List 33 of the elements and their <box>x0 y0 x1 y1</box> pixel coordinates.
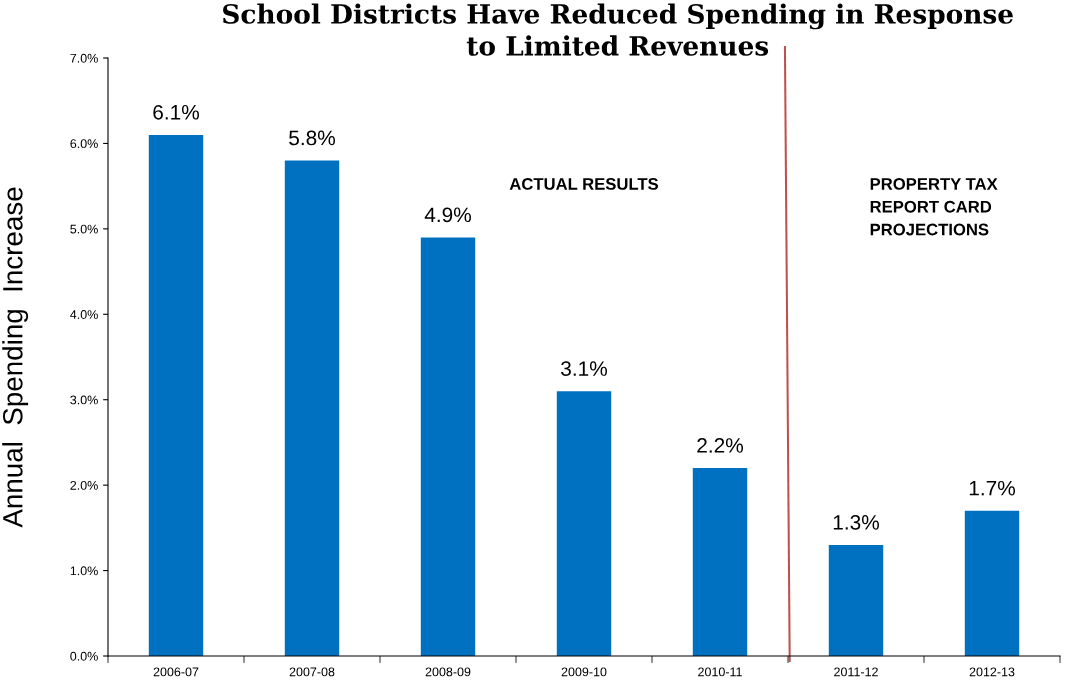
data-label: 1.3% <box>833 514 879 530</box>
y-tick-label: 0.0% <box>70 651 98 661</box>
data-label: 6.1% <box>153 104 199 120</box>
data-label: 4.9% <box>424 207 471 223</box>
chart-title: School Districts Have Reduced Spending in Response to Limited Revenues <box>223 3 1013 56</box>
bar <box>284 160 340 656</box>
x-tick-label: 2010-11 <box>698 667 742 677</box>
bar <box>692 468 748 656</box>
bar <box>420 237 476 656</box>
x-tick-label: 2011-12 <box>834 667 878 677</box>
y-tick-label: 1.0% <box>70 566 98 576</box>
x-tick-label: 2012-13 <box>969 667 1015 677</box>
y-tick-label: 5.0% <box>70 224 98 234</box>
y-tick-label: 3.0% <box>70 395 98 405</box>
data-label: 5.8% <box>289 130 335 146</box>
annotation: ACTUAL RESULTS <box>509 178 659 190</box>
bar <box>148 134 204 656</box>
y-tick-label: 7.0% <box>70 53 98 63</box>
x-tick-label: 2007-08 <box>289 667 335 677</box>
bar <box>964 510 1020 656</box>
y-tick-label: 4.0% <box>70 310 98 319</box>
y-tick-label: 2.0% <box>70 480 98 490</box>
bar <box>828 544 884 656</box>
annotation: PROPERTY TAX REPORT CARD PROJECTIONS <box>870 178 998 236</box>
y-axis-title: Annual Spending Increase <box>2 187 29 528</box>
data-label: 2.2% <box>697 438 743 453</box>
data-label: 1.7% <box>969 480 1015 496</box>
data-label: 3.1% <box>561 361 607 376</box>
x-tick-label: 2008-09 <box>425 667 471 677</box>
x-tick-label: 2006-07 <box>153 667 199 677</box>
bar <box>556 391 612 656</box>
x-tick-label: 2009-10 <box>561 667 607 677</box>
y-tick-label: 6.0% <box>70 139 98 149</box>
